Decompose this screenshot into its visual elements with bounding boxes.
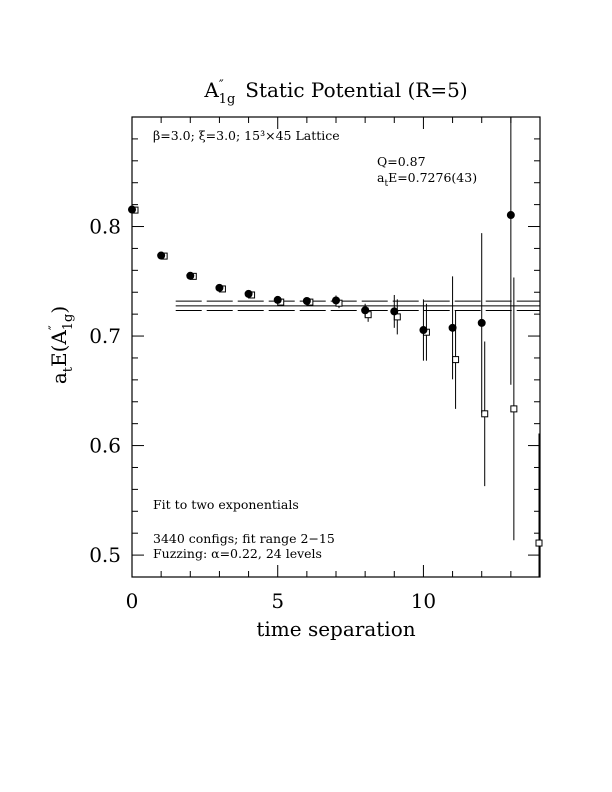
axis-tick-labels: 0 5 10 0.5 0.6 0.7 0.8 [89,215,436,613]
fit-description: Fit to two exponentials [153,497,299,512]
fuzzing-annotation: Fuzzing: α=0.22, 24 levels [153,546,322,561]
square-point [510,405,518,413]
square-point [535,539,543,547]
y-tick-label: 0.5 [89,543,121,567]
q-value-annotation: Q=0.87 [377,154,426,169]
y-tick-label: 0.6 [89,434,121,458]
fit-band [175,300,540,312]
series-filled-circles [128,117,515,413]
axis-ticks [131,116,541,578]
circle-point [215,283,224,292]
x-axis-label: time separation [256,617,415,641]
x-tick-label: 5 [271,589,284,613]
circle-point [361,306,370,315]
series-open-squares [131,206,543,577]
circle-point [332,296,340,305]
circle-point [506,211,515,220]
circle-point [186,271,195,280]
y-tick-label: 0.7 [89,324,121,348]
chart-title: A″ 1g Static Potential (R=5) [203,78,467,107]
circle-point [273,295,282,304]
lattice-annotation: β=3.0; ξ=3.0; 15³×45 Lattice [153,128,340,143]
y-axis-label: atE(A″1g) [47,306,76,384]
circle-point [419,326,428,335]
circle-point [244,289,253,298]
configs-annotation: 3440 configs; fit range 2−15 [153,531,335,546]
energy-annotation: atE=0.7276(43) [377,170,477,189]
circle-point [157,251,166,260]
x-tick-label: 10 [411,589,436,613]
square-point [452,356,460,364]
circle-point [302,297,311,305]
square-point [481,410,489,418]
circle-point [128,205,136,214]
y-tick-label: 0.8 [89,215,121,239]
circle-point [448,323,457,332]
circle-point [390,307,399,316]
x-tick-label: 0 [126,589,139,613]
circle-point [477,318,486,327]
